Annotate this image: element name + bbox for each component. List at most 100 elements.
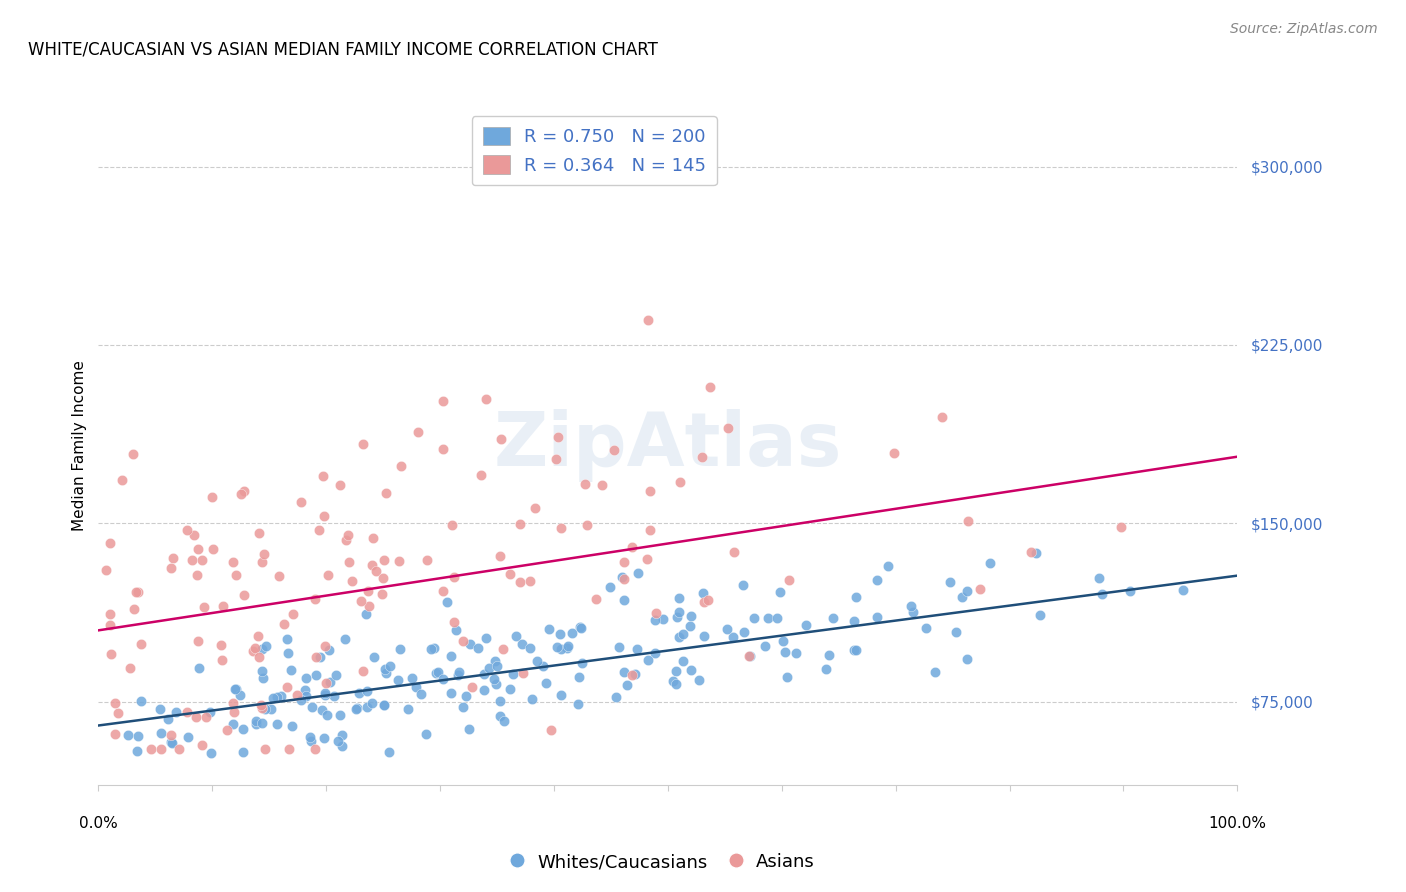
Point: [574, 477, 596, 491]
Point: [692, 586, 714, 600]
Point: [815, 662, 838, 676]
Point: [96, 563, 118, 577]
Point: [547, 430, 569, 444]
Point: [423, 640, 446, 655]
Point: [222, 555, 245, 569]
Point: [342, 574, 364, 589]
Point: [243, 640, 266, 655]
Point: [432, 584, 454, 599]
Point: [523, 500, 546, 515]
Point: [519, 574, 541, 588]
Point: [305, 650, 328, 665]
Point: [957, 515, 980, 529]
Point: [224, 681, 246, 696]
Point: [363, 649, 385, 664]
Point: [387, 673, 409, 687]
Point: [723, 545, 745, 559]
Point: [167, 742, 190, 756]
Point: [679, 609, 702, 624]
Point: [692, 450, 714, 464]
Point: [1025, 546, 1047, 560]
Point: [668, 630, 690, 644]
Point: [198, 705, 221, 719]
Point: [406, 425, 429, 439]
Point: [312, 469, 335, 483]
Point: [336, 528, 359, 542]
Point: [672, 654, 695, 668]
Point: [315, 676, 337, 690]
Point: [290, 693, 312, 707]
Point: [432, 442, 454, 457]
Point: [1087, 571, 1109, 585]
Point: [488, 549, 510, 563]
Point: [295, 671, 318, 685]
Point: [569, 621, 592, 635]
Point: [821, 611, 844, 625]
Point: [489, 709, 512, 723]
Point: [502, 666, 524, 681]
Point: [311, 703, 333, 717]
Point: [107, 706, 129, 720]
Point: [458, 637, 481, 651]
Point: [765, 611, 787, 625]
Point: [519, 640, 541, 655]
Point: [314, 688, 336, 702]
Point: [620, 540, 643, 554]
Text: WHITE/CAUCASIAN VS ASIAN MEDIAN FAMILY INCOME CORRELATION CHART: WHITE/CAUCASIAN VS ASIAN MEDIAN FAMILY I…: [28, 40, 658, 58]
Point: [665, 665, 688, 679]
Point: [938, 574, 960, 589]
Point: [332, 739, 354, 754]
Point: [505, 630, 527, 644]
Point: [242, 644, 264, 658]
Point: [250, 698, 273, 713]
Point: [352, 437, 374, 451]
Point: [335, 632, 357, 646]
Point: [354, 607, 377, 622]
Point: [440, 649, 463, 664]
Point: [323, 689, 346, 703]
Point: [160, 735, 183, 749]
Point: [485, 677, 508, 691]
Point: [337, 555, 360, 569]
Point: [613, 665, 636, 680]
Point: [415, 553, 437, 567]
Point: [232, 745, 254, 759]
Point: [449, 665, 471, 679]
Point: [253, 702, 276, 716]
Point: [609, 640, 631, 654]
Point: [190, 738, 212, 752]
Point: [357, 599, 380, 613]
Point: [679, 619, 702, 633]
Point: [314, 686, 336, 700]
Point: [253, 742, 276, 756]
Point: [232, 483, 254, 498]
Point: [304, 592, 326, 607]
Point: [262, 690, 284, 705]
Point: [699, 380, 721, 394]
Point: [280, 663, 302, 677]
Point: [277, 646, 299, 660]
Point: [299, 734, 322, 748]
Point: [931, 410, 953, 425]
Point: [149, 741, 172, 756]
Point: [591, 477, 613, 491]
Point: [754, 640, 776, 654]
Point: [122, 602, 145, 616]
Point: [489, 432, 512, 446]
Point: [758, 611, 780, 625]
Point: [717, 421, 740, 435]
Text: 100.0%: 100.0%: [1208, 815, 1267, 830]
Point: [723, 630, 745, 644]
Point: [389, 459, 412, 474]
Point: [247, 650, 270, 665]
Point: [361, 696, 384, 710]
Point: [585, 592, 607, 607]
Point: [100, 536, 122, 550]
Point: [388, 554, 411, 568]
Point: [181, 553, 204, 567]
Point: [301, 700, 323, 714]
Point: [159, 560, 181, 574]
Point: [866, 574, 889, 588]
Point: [613, 555, 636, 569]
Point: [190, 553, 212, 567]
